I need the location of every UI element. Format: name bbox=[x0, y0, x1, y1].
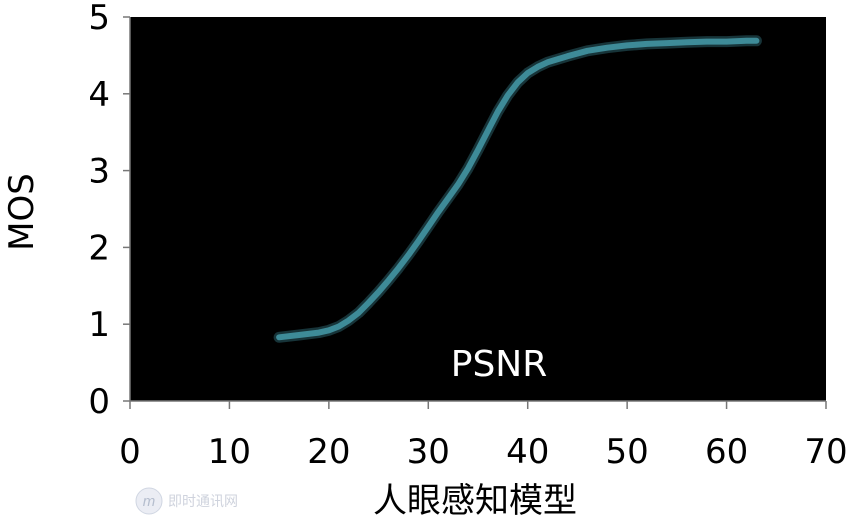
watermark: m 即时通讯网 bbox=[135, 487, 238, 515]
data-point bbox=[316, 330, 322, 336]
watermark-logo-icon bbox=[135, 487, 163, 515]
data-point bbox=[326, 327, 332, 333]
x-tick-label: 10 bbox=[208, 432, 251, 472]
data-point bbox=[545, 59, 551, 65]
data-point bbox=[515, 79, 521, 85]
x-axis: 0 10 20 30 40 50 60 70 bbox=[119, 400, 848, 472]
data-point bbox=[664, 40, 670, 46]
data-point bbox=[395, 265, 402, 271]
data-point bbox=[376, 289, 382, 295]
data-point bbox=[704, 39, 710, 45]
watermark-text: 即时通讯网 bbox=[168, 494, 238, 510]
y-tick-label: 2 bbox=[88, 228, 110, 268]
y-axis: 0 1 2 3 4 5 bbox=[88, 0, 131, 422]
data-point bbox=[276, 334, 282, 340]
data-point bbox=[564, 53, 571, 59]
x-tick-label: 70 bbox=[804, 432, 847, 472]
data-point bbox=[346, 317, 352, 323]
y-tick-labels: 0 1 2 3 4 5 bbox=[88, 0, 110, 422]
data-point bbox=[644, 41, 650, 47]
data-point bbox=[415, 238, 421, 244]
data-point bbox=[356, 310, 362, 316]
watermark-logo-letter: m bbox=[143, 493, 156, 510]
x-tick-label: 50 bbox=[606, 432, 649, 472]
plot-area-background bbox=[130, 17, 826, 401]
data-point bbox=[743, 38, 750, 44]
x-axis-title: 人眼感知模型 bbox=[373, 481, 577, 521]
data-point bbox=[535, 64, 541, 70]
y-tick-label: 4 bbox=[88, 75, 110, 115]
y-tick-label: 3 bbox=[88, 152, 110, 192]
x-tick-label: 0 bbox=[119, 432, 141, 472]
data-point bbox=[505, 92, 511, 98]
data-point bbox=[455, 181, 461, 187]
data-point bbox=[385, 277, 392, 283]
data-point bbox=[684, 39, 690, 45]
data-point bbox=[495, 108, 501, 115]
data-point bbox=[624, 42, 630, 49]
x-tick-label: 60 bbox=[705, 432, 748, 472]
curve-layer bbox=[273, 35, 762, 343]
data-point bbox=[366, 300, 372, 306]
data-point bbox=[724, 39, 730, 45]
x-tick-label: 20 bbox=[307, 432, 350, 472]
data-point bbox=[405, 252, 411, 258]
data-point bbox=[465, 165, 471, 171]
data-point bbox=[475, 147, 481, 153]
data-point bbox=[584, 48, 591, 54]
y-ticks bbox=[123, 16, 130, 402]
x-ticks bbox=[129, 401, 827, 409]
y-tick-label: 1 bbox=[88, 305, 110, 345]
data-point bbox=[753, 38, 760, 44]
data-point bbox=[604, 45, 610, 51]
psnr-annotation: PSNR bbox=[451, 344, 548, 385]
y-tick-label: 5 bbox=[88, 0, 110, 38]
data-point bbox=[425, 224, 431, 230]
y-axis-title: MOS bbox=[2, 173, 42, 251]
data-point bbox=[525, 70, 531, 76]
x-tick-label: 30 bbox=[407, 432, 450, 472]
data-point bbox=[445, 195, 451, 201]
data-point bbox=[435, 209, 441, 215]
x-tick-labels: 0 10 20 30 40 50 60 70 bbox=[119, 432, 847, 472]
y-tick-label: 0 bbox=[88, 382, 110, 422]
data-point bbox=[336, 323, 342, 330]
data-point bbox=[485, 128, 491, 134]
data-point bbox=[296, 332, 302, 338]
x-tick-label: 40 bbox=[506, 432, 549, 472]
